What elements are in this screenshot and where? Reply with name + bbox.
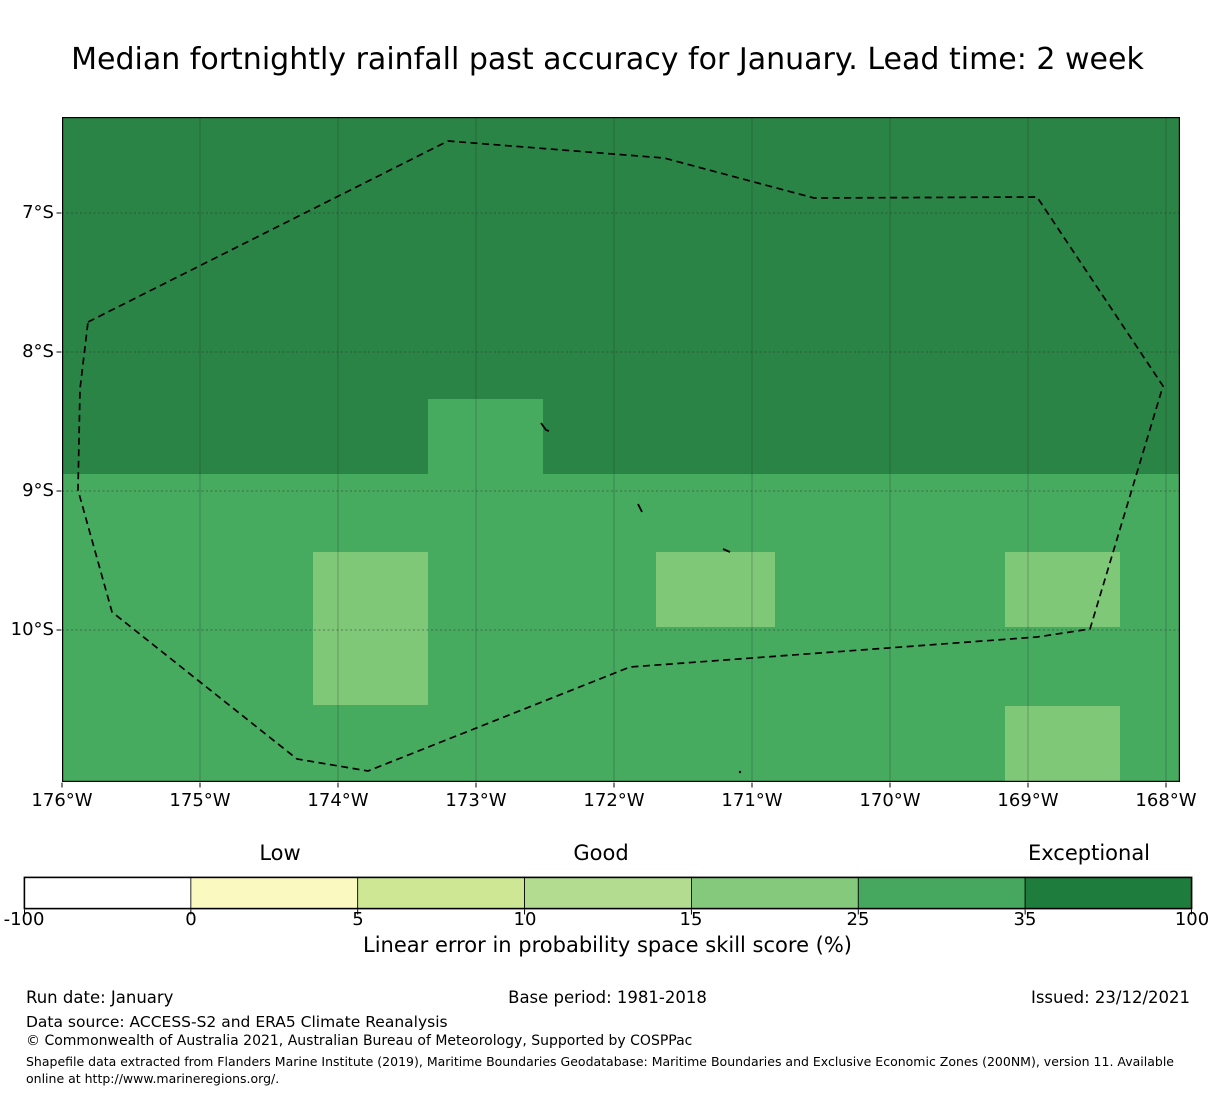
- ytick-9s: 9°S: [22, 480, 54, 501]
- ytick-10s: 10°S: [10, 619, 54, 640]
- region-skill-15-25-box-174w: [313, 552, 428, 705]
- colorbar-tick-marks: [24, 909, 1192, 915]
- latitude-gridlines: [62, 212, 1180, 631]
- colorbar-segment-15-25: [691, 876, 859, 910]
- run-date-text: Run date: January: [26, 988, 174, 1007]
- map-frame: [62, 117, 1181, 782]
- colorbar-category-good: Good: [573, 841, 629, 865]
- region-skill-25-35-south: [62, 474, 1180, 782]
- region-skill-25-35-patch-173w: [428, 399, 543, 474]
- xtick-169w: 169°W: [997, 790, 1059, 811]
- region-skill-35-100: [62, 117, 1180, 474]
- base-period-text: Base period: 1981-2018: [508, 988, 707, 1007]
- xtick-175w: 175°W: [169, 790, 231, 811]
- eez-boundary-dashed-line: [77, 140, 1164, 772]
- xtick-172w: 172°W: [583, 790, 645, 811]
- cb-tick-15: 15: [679, 909, 703, 930]
- cb-tick-neg100: -100: [3, 909, 45, 930]
- xtick-171w: 171°W: [721, 790, 783, 811]
- xtick-170w: 170°W: [859, 790, 921, 811]
- data-source-text: Data source: ACCESS-S2 and ERA5 Climate …: [26, 1013, 448, 1031]
- colorbar-category-exceptional: Exceptional: [1027, 841, 1151, 865]
- xtick-168w: 168°W: [1135, 790, 1197, 811]
- region-skill-15-25-box-169w-south: [1005, 706, 1120, 782]
- longitude-gridlines: [199, 117, 1167, 782]
- cb-tick-100: 100: [1174, 909, 1210, 930]
- colorbar-segment-25-35: [857, 876, 1026, 910]
- page-title: Median fortnightly rainfall past accurac…: [71, 42, 1144, 77]
- colorbar-segment-5-10: [357, 876, 525, 910]
- colorbar-frame: [24, 877, 1193, 909]
- colorbar-segment-10-15: [524, 876, 692, 910]
- xtick-173w: 173°W: [445, 790, 507, 811]
- cb-tick-0: 0: [185, 909, 197, 930]
- issued-date-text: Issued: 23/12/2021: [1030, 988, 1190, 1007]
- colorbar-segment-0-5: [190, 876, 359, 910]
- colorbar-category-low: Low: [259, 841, 301, 865]
- colorbar-segment-35-100: [1024, 876, 1193, 910]
- xtick-174w: 174°W: [307, 790, 369, 811]
- region-skill-15-25-box-171w: [656, 552, 775, 627]
- cb-tick-25: 25: [846, 909, 870, 930]
- region-skill-15-25-box-169w-north: [1005, 552, 1120, 627]
- shapefile-note-text: Shapefile data extracted from Flanders M…: [26, 1054, 1174, 1086]
- rainfall-accuracy-map: [56, 117, 1181, 788]
- colorbar: [23, 876, 1193, 915]
- ytick-7s: 7°S: [22, 202, 54, 223]
- copyright-text: © Commonwealth of Australia 2021, Austra…: [26, 1033, 693, 1049]
- colorbar-segment-neg100-0: [23, 876, 192, 910]
- ytick-8s: 8°S: [22, 341, 54, 362]
- cb-tick-35: 35: [1013, 909, 1037, 930]
- island-marks: [540, 422, 742, 774]
- colorbar-caption: Linear error in probability space skill …: [363, 933, 852, 957]
- axis-tick-marks: [56, 212, 1167, 788]
- xtick-176w: 176°W: [31, 790, 93, 811]
- cb-tick-10: 10: [513, 909, 537, 930]
- cb-tick-5: 5: [352, 909, 364, 930]
- map-plot-area: [56, 117, 1181, 788]
